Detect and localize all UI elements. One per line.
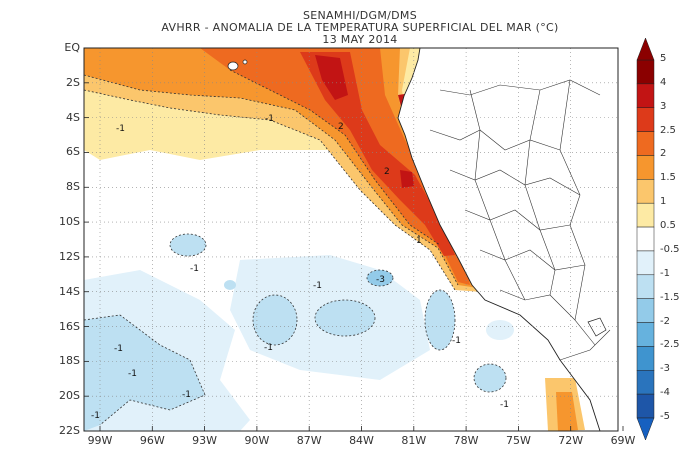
latitude-label: 8S xyxy=(66,180,80,194)
colorbar-swatch xyxy=(636,59,655,85)
longitude-label: 81W xyxy=(401,434,427,447)
longitude-label: 75W xyxy=(505,434,531,447)
colorbar-label: -0.5 xyxy=(660,243,680,255)
contour-label: -1 xyxy=(264,343,273,353)
colorbar-label: -2 xyxy=(660,315,670,327)
plot-border xyxy=(83,47,619,432)
colorbar-swatch xyxy=(636,274,655,299)
colorbar-min-arrow xyxy=(636,417,655,441)
latitude-label: 14S xyxy=(59,284,80,298)
anomaly-zone-cool-west-core xyxy=(84,315,205,431)
contour-label: -1 xyxy=(91,411,100,421)
colorbar-label: 5 xyxy=(660,53,667,64)
axis-ticks xyxy=(84,47,624,432)
anomaly-zone-cool-patch-h xyxy=(486,320,514,340)
latitude-label: 20S xyxy=(59,389,80,403)
colorbar-swatch xyxy=(636,298,655,323)
latitude-label: 18S xyxy=(59,354,80,368)
colorbar-swatch xyxy=(636,179,655,204)
contour-label: -1 xyxy=(182,390,191,400)
latitude-label: 4S xyxy=(66,110,80,124)
colorbar-label: 2 xyxy=(660,148,667,160)
latitude-label: 12S xyxy=(59,249,80,263)
lake-titicaca xyxy=(587,317,607,337)
anomaly-zone-cool-patch-d xyxy=(367,270,393,286)
colorbar-label: -3 xyxy=(660,363,670,375)
colorbar-swatch xyxy=(636,250,655,276)
coordinate-grid xyxy=(84,48,618,431)
colorbar-label: 3 xyxy=(660,100,667,112)
longitude-label: 72W xyxy=(558,434,584,447)
anomaly-zone-cool-patch-b xyxy=(253,295,297,345)
colorbar-swatch xyxy=(636,322,655,347)
colorbar-swatch xyxy=(636,370,655,395)
contour-label: -1 xyxy=(452,336,461,346)
contour-label: 1 xyxy=(416,236,422,246)
colorbar-label: -1.5 xyxy=(660,291,680,303)
colorbar-swatch xyxy=(636,346,655,371)
contour-label: -1 xyxy=(128,369,137,379)
colorbar-label: -4 xyxy=(660,387,670,399)
longitude-label: 78W xyxy=(453,434,479,447)
anomaly-zone-cool-patch-c xyxy=(315,300,375,336)
colorbar-label: 0.5 xyxy=(660,220,676,232)
colorbar-swatch xyxy=(636,393,655,419)
colorbar xyxy=(636,37,655,441)
colorbar-swatch xyxy=(636,226,655,252)
contour-label-layer: -1 -1 2 2 1 -1 -1 -1 -1 -1 -1 -1 -1 -1 -… xyxy=(91,114,509,421)
contour-label: 2 xyxy=(384,167,390,177)
contour-label: -3 xyxy=(376,275,385,285)
anomaly-zone-4 xyxy=(315,55,420,188)
colorbar-label: 2.5 xyxy=(660,124,676,136)
longitude-label: 96W xyxy=(139,434,165,447)
anomaly-zone-cool-patch-f xyxy=(474,364,506,392)
anomaly-zone-3 xyxy=(300,52,455,256)
colorbar-label: 4 xyxy=(660,76,667,88)
anomaly-zone-south-warm-core xyxy=(556,392,578,431)
contour-label: -1 xyxy=(265,114,274,124)
colorbar-label: 1 xyxy=(660,196,667,208)
admin-borders xyxy=(429,79,611,361)
colorbar-swatch xyxy=(636,131,655,156)
colorbar-max-arrow xyxy=(636,37,655,61)
anomaly-zone-cool-patch-g xyxy=(224,280,236,290)
latitude-label: 16S xyxy=(59,319,80,333)
longitude-label: 87W xyxy=(296,434,322,447)
longitude-label: 84W xyxy=(349,434,374,447)
anomaly-zone-cool-patch-a xyxy=(170,234,206,256)
contour-label: 2 xyxy=(338,122,344,132)
colorbar-label: -1 xyxy=(660,267,670,279)
colorbar-swatch xyxy=(636,202,655,228)
colorbar-label: -2.5 xyxy=(660,339,680,351)
longitude-label: 69W xyxy=(610,434,636,447)
latitude-label: 6S xyxy=(66,145,80,159)
product-title: AVHRR - ANOMALIA DE LA TEMPERATURA SUPER… xyxy=(161,21,559,34)
longitude-label: 99W xyxy=(87,434,113,447)
anomaly-zone-cool-patch-e xyxy=(425,290,455,350)
land-mass xyxy=(397,48,618,431)
latitude-label: EQ xyxy=(64,41,80,54)
colorbar-label: -5 xyxy=(660,411,670,422)
latitude-label: 10S xyxy=(59,215,80,229)
latitude-label: 2S xyxy=(66,75,80,89)
contour-label: -1 xyxy=(500,400,509,410)
contour-label: -1 xyxy=(190,264,199,274)
contour-lines xyxy=(84,69,507,426)
latitude-label: 22S xyxy=(59,424,80,437)
colorbar-swatch xyxy=(636,155,655,180)
contour-label: -1 xyxy=(313,281,322,291)
source-title: SENAMHI/DGM/DMS xyxy=(302,9,418,22)
island-galapagos xyxy=(227,61,239,71)
longitude-label: 90W xyxy=(244,434,270,447)
contour-label: -1 xyxy=(116,124,125,134)
date-title: 13 MAY 2014 xyxy=(322,33,398,46)
colorbar-swatch xyxy=(636,107,655,132)
colorbar-swatch xyxy=(636,83,655,108)
island-galapagos-small xyxy=(242,59,248,65)
longitude-label: 93W xyxy=(192,434,218,447)
colorbar-label: 1.5 xyxy=(660,172,676,184)
contour-label: -1 xyxy=(114,344,123,354)
